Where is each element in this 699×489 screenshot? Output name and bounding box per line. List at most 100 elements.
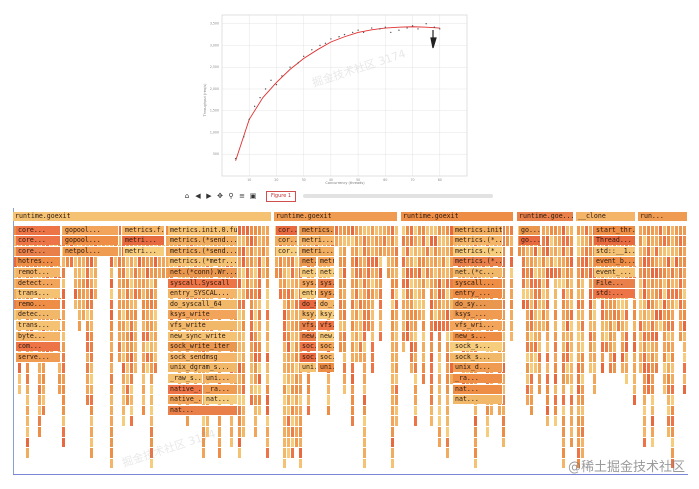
flame-frame-unlabeled[interactable] [246,278,249,289]
flame-frame-unlabeled[interactable] [581,225,584,236]
flame-frame-unlabeled[interactable] [375,236,378,246]
flame-frame[interactable]: vfs... [318,321,335,330]
flame-frame-unlabeled[interactable] [291,310,294,320]
flame-frame-unlabeled[interactable] [601,342,604,352]
flame-frame-unlabeled[interactable] [577,405,580,416]
flame-frame-unlabeled[interactable] [430,363,433,373]
flame-frame-unlabeled[interactable] [581,321,584,331]
flame-frame-unlabeled[interactable] [542,246,545,257]
flame-frame-unlabeled[interactable] [538,289,541,299]
flame-frame-unlabeled[interactable] [502,416,505,426]
flame-frame-unlabeled[interactable] [287,352,290,363]
flame-frame-unlabeled[interactable] [418,299,421,310]
flame-frame-unlabeled[interactable] [18,374,21,384]
flame-frame-unlabeled[interactable] [442,236,445,246]
flame-frame-unlabeled[interactable] [339,257,342,267]
flame-frame-unlabeled[interactable] [647,225,650,236]
flame-frame-unlabeled[interactable] [218,448,221,458]
flame-frame-unlabeled[interactable] [391,299,394,310]
flame-frame-unlabeled[interactable] [430,299,433,310]
flame-frame-unlabeled[interactable] [438,395,441,405]
flame-frame-unlabeled[interactable] [90,427,93,437]
flame-frame-unlabeled[interactable] [406,331,409,342]
flame-frame-unlabeled[interactable] [667,310,670,320]
flame-frame-unlabeled[interactable] [651,246,654,257]
flame-frame-unlabeled[interactable] [651,342,654,352]
flame-frame-unlabeled[interactable] [266,289,269,299]
flame-frame-unlabeled[interactable] [62,278,65,289]
flame-frame-unlabeled[interactable] [254,416,257,426]
flame-frame-unlabeled[interactable] [26,363,29,373]
flame-frame-unlabeled[interactable] [126,289,129,299]
flame-frame-unlabeled[interactable] [90,310,93,320]
flame-frame-unlabeled[interactable] [58,384,61,395]
flame-frame-unlabeled[interactable] [667,236,670,246]
flame-frame-unlabeled[interactable] [283,416,286,426]
flame-frame-unlabeled[interactable] [410,289,413,299]
flame-frame-unlabeled[interactable] [422,342,425,352]
flame-frame-unlabeled[interactable] [291,405,294,416]
flame-frame-unlabeled[interactable] [327,374,330,384]
flame-frame-unlabeled[interactable] [126,352,129,363]
flame-frame-unlabeled[interactable] [558,225,561,236]
flame-frame-unlabeled[interactable] [82,289,85,299]
flame-frame-unlabeled[interactable] [546,236,549,246]
flame-frame-unlabeled[interactable] [339,225,342,236]
flame-frame-unlabeled[interactable] [375,246,378,257]
flame-frame[interactable]: syscall.Syscall [168,278,238,288]
flame-frame-unlabeled[interactable] [238,225,241,236]
flame-frame-unlabeled[interactable] [295,363,298,373]
flame-frame-unlabeled[interactable] [530,395,533,405]
flame-frame-unlabeled[interactable] [570,416,573,426]
flame-frame-unlabeled[interactable] [538,321,541,331]
flame-frame-unlabeled[interactable] [395,246,398,257]
flame-frame-unlabeled[interactable] [647,289,650,299]
flame-frame-unlabeled[interactable] [570,427,573,437]
flame-frame-unlabeled[interactable] [242,246,245,257]
flame-frame-unlabeled[interactable] [430,374,433,384]
flame-frame-unlabeled[interactable] [446,299,449,310]
flame-frame-unlabeled[interactable] [82,257,85,267]
flame-frame-unlabeled[interactable] [562,321,565,331]
flame-frame-unlabeled[interactable] [250,331,253,342]
flame-frame[interactable]: soc... [318,352,335,362]
flame-frame-unlabeled[interactable] [633,384,636,395]
flame-frame-unlabeled[interactable] [283,268,286,278]
flame-frame-unlabeled[interactable] [581,289,584,299]
flame-frame-unlabeled[interactable] [593,310,596,320]
flame-frame-unlabeled[interactable] [585,257,588,267]
flame-frame-unlabeled[interactable] [363,310,366,320]
flame-frame-unlabeled[interactable] [530,246,533,257]
flame-frame-unlabeled[interactable] [442,310,445,320]
flame-frame-unlabeled[interactable] [343,299,346,310]
flame-frame-unlabeled[interactable] [430,405,433,416]
flame-frame[interactable]: gopool... [63,225,119,235]
flame-frame-unlabeled[interactable] [633,374,636,384]
flame-frame-unlabeled[interactable] [110,299,113,310]
flame-frame-unlabeled[interactable] [74,257,77,267]
flame-frame-unlabeled[interactable] [42,363,45,373]
flame-frame-unlabeled[interactable] [570,331,573,342]
flame-frame[interactable]: core... [16,225,61,235]
flame-frame-unlabeled[interactable] [242,299,245,310]
flame-frame-unlabeled[interactable] [414,289,417,299]
flame-frame-unlabeled[interactable] [438,352,441,363]
flame-frame-unlabeled[interactable] [577,225,580,236]
flame-frame-unlabeled[interactable] [538,342,541,352]
flame-frame-unlabeled[interactable] [142,278,145,289]
flame-frame-unlabeled[interactable] [58,363,61,373]
flame-frame-unlabeled[interactable] [351,416,354,426]
flame-frame-unlabeled[interactable] [150,405,153,416]
flame-frame[interactable]: detec... [16,310,61,320]
flame-frame-unlabeled[interactable] [577,299,580,310]
flame-frame-unlabeled[interactable] [238,342,241,352]
flame-frame-unlabeled[interactable] [554,331,557,342]
flame-frame-unlabeled[interactable] [639,299,642,310]
flame-frame-unlabeled[interactable] [647,363,650,373]
flame-frame-unlabeled[interactable] [110,437,113,448]
flame-frame-unlabeled[interactable] [414,236,417,246]
flame-frame-unlabeled[interactable] [577,321,580,331]
flame-frame-unlabeled[interactable] [655,342,658,352]
flame-frame-unlabeled[interactable] [581,374,584,384]
flame-frame-unlabeled[interactable] [414,352,417,363]
